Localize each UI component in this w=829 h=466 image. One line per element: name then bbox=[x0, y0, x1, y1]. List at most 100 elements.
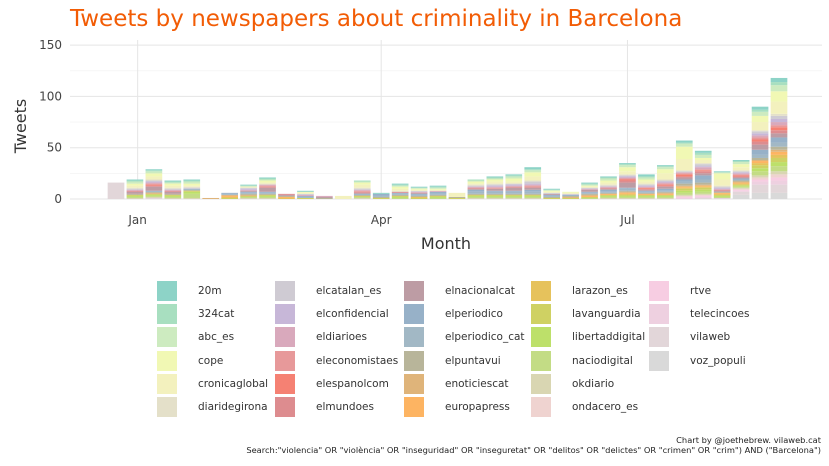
bar-segment-larazon_es bbox=[770, 154, 788, 158]
bar-segment-20m bbox=[770, 77, 788, 83]
legend-column: elcatalan_es elconfidencial eldiarioes elec… bbox=[275, 279, 398, 419]
legend-item-okdiario: okdiario bbox=[531, 372, 645, 395]
bar-segment-20m bbox=[391, 183, 409, 185]
stacked-bar-chart: 0 50 100 150 Jan Apr Jul Month Tweets bbox=[11, 38, 822, 253]
bar-segment-naciodigital bbox=[467, 196, 485, 198]
bar-segment-eleconomistaes bbox=[524, 185, 542, 187]
bar-segment-abc_es bbox=[713, 172, 731, 174]
bar-segment-lavanguardia bbox=[543, 197, 561, 199]
bar-segment-naciodigital bbox=[391, 197, 409, 199]
x-tick-label: Apr bbox=[371, 213, 392, 227]
bar-segment-20m bbox=[581, 182, 598, 184]
legend-item-elespanolcom: elespanolcom bbox=[275, 372, 398, 395]
bar-segment-libertaddigital bbox=[770, 162, 788, 167]
bar-segment-elcatalan_es bbox=[638, 184, 655, 186]
bar-segment-rtve bbox=[732, 189, 750, 191]
bar-segment-elmundoes bbox=[770, 130, 788, 134]
caption-search-query: Search:"violencia" OR "violència" OR "in… bbox=[246, 445, 821, 455]
bar-segment-libertaddigital bbox=[751, 168, 769, 172]
bar-segment-naciodigital bbox=[657, 196, 674, 198]
bar-segment-eldiarioes bbox=[410, 191, 428, 193]
bar-segment-cronicaglobal bbox=[353, 184, 371, 188]
bar-segment-eldiarioes bbox=[657, 182, 674, 184]
bar-segment-eldiarioes bbox=[619, 177, 636, 179]
bar-segment-enoticiescat bbox=[770, 149, 788, 152]
bar-segment-elcatalan_es bbox=[183, 187, 201, 189]
bar-segment-elcatalan_es bbox=[770, 115, 788, 119]
bar-segment-enoticiescat bbox=[562, 196, 579, 198]
bar-segment-elmundoes bbox=[619, 180, 636, 183]
bar-segment-lavanguardia bbox=[126, 194, 144, 196]
legend-swatch bbox=[404, 350, 424, 371]
bar-segment-libertaddigital bbox=[145, 194, 163, 196]
bar-segment-elespanolcom bbox=[770, 127, 788, 131]
bar-segment-lavanguardia bbox=[657, 194, 674, 196]
bar-segment-cope bbox=[581, 185, 598, 187]
bar-segment-europapress bbox=[694, 185, 712, 187]
bar-segment-elcatalan_es bbox=[126, 188, 144, 190]
bar-segment-europapress bbox=[619, 192, 636, 194]
legend-swatch bbox=[531, 327, 551, 348]
bar-segment-324cat bbox=[467, 179, 485, 181]
bar-segment-elperiodico bbox=[581, 191, 598, 193]
bar-segment-20m bbox=[410, 186, 428, 188]
bar-segment-lavanguardia bbox=[505, 194, 523, 196]
bar-segment-elmundoes bbox=[657, 185, 674, 187]
bar-segment-cope bbox=[164, 183, 182, 186]
legend-item-20m: 20m bbox=[157, 279, 268, 302]
bar-segment-eleconomistaes bbox=[770, 125, 788, 128]
legend-item-libertaddigital: libertaddigital bbox=[531, 326, 645, 349]
bar-segment-elpuntavui bbox=[581, 193, 598, 195]
bar-segment-naciodigital bbox=[600, 196, 617, 198]
legend-label: diaridegirona bbox=[198, 401, 268, 414]
bar-segment-elnacionalcat bbox=[240, 190, 257, 192]
bar-segment-naciodigital bbox=[751, 171, 769, 176]
legend-swatch bbox=[157, 303, 177, 324]
bar-segment-elperiodico bbox=[638, 190, 655, 192]
bar-segment-elcatalan_es bbox=[410, 190, 428, 192]
bar-segment-cope bbox=[410, 188, 428, 190]
bar-segment-ondacero_es bbox=[675, 195, 693, 197]
bar-segment-elconfidencial bbox=[524, 183, 542, 185]
bar-segment-elmundoes bbox=[694, 171, 712, 174]
bar-segment-lavanguardia bbox=[221, 197, 238, 199]
bar-segment-elcatalan_es bbox=[600, 185, 617, 187]
legend-swatch bbox=[275, 373, 295, 394]
bar-segment-vilaweb bbox=[751, 184, 769, 193]
legend-swatch bbox=[404, 373, 424, 394]
bar-segment-okdiario bbox=[657, 197, 674, 199]
bar-segment-324cat bbox=[259, 178, 276, 180]
x-tick-label: Jul bbox=[619, 213, 634, 227]
bar-segment-lavanguardia bbox=[391, 195, 409, 197]
bar-segment-naciodigital bbox=[505, 196, 523, 198]
bar-segment-cope bbox=[713, 173, 731, 180]
bar-segment-20m bbox=[524, 167, 542, 170]
bar-segment-elpuntavui bbox=[372, 196, 390, 198]
bar-segment-elperiodico_cat bbox=[372, 195, 390, 197]
bar-segment-okdiario bbox=[600, 197, 617, 199]
bar-segment-cronicaglobal bbox=[410, 189, 428, 191]
bar-segment-elpuntavui bbox=[448, 196, 466, 198]
bar-segment-telecincoes bbox=[694, 196, 712, 198]
bar-segment-cronicaglobal bbox=[600, 182, 617, 185]
bar-segment-elcatalan_es bbox=[675, 171, 693, 173]
bar-segment-okdiario bbox=[694, 193, 712, 195]
bar-segment-abc_es bbox=[259, 179, 276, 181]
bar-segment-abc_es bbox=[619, 165, 636, 168]
bar-segment-elespanolcom bbox=[694, 170, 712, 172]
bar-segment-324cat bbox=[486, 177, 504, 179]
legend-swatch bbox=[649, 303, 669, 324]
bar-segment-20m bbox=[543, 188, 561, 190]
legend-label: elnacionalcat bbox=[445, 284, 515, 297]
bar-segment-elmundoes bbox=[259, 186, 276, 188]
bar-segment-rtve bbox=[675, 196, 693, 198]
bar-segment-cope bbox=[505, 178, 523, 182]
bar-segment-elmundoes bbox=[505, 186, 523, 188]
bar-segment-20m bbox=[372, 192, 390, 194]
bar-segment-larazon_es bbox=[619, 193, 636, 195]
bar-segment-abc_es bbox=[770, 85, 788, 92]
bar-segment-elpuntavui bbox=[562, 195, 579, 197]
bar-segment-lavanguardia bbox=[429, 195, 447, 197]
legend-item-telecincoes: telecincoes bbox=[649, 302, 749, 325]
bar-segment-eldiarioes bbox=[145, 182, 163, 184]
